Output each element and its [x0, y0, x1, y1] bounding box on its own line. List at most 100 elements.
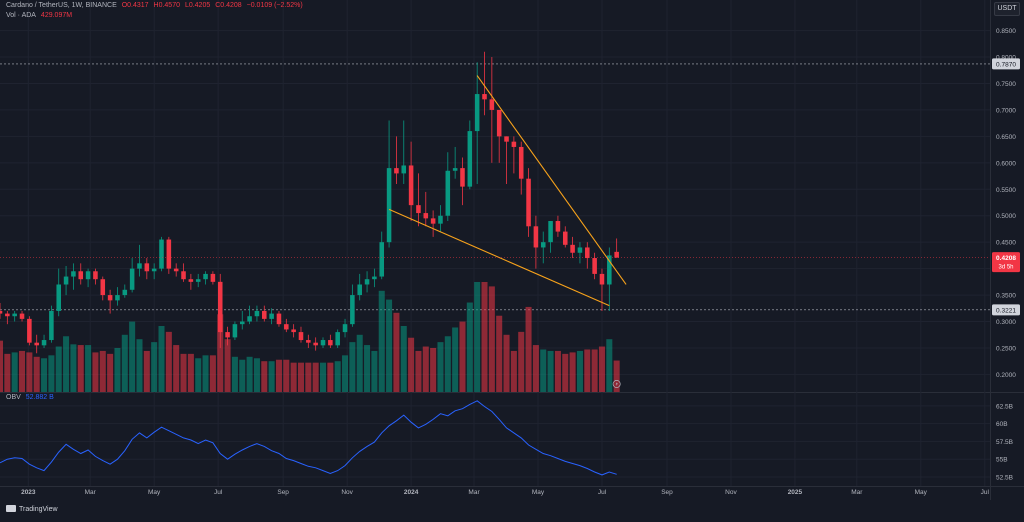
candle-body [320, 340, 326, 346]
volume-bar [415, 350, 422, 392]
volume-bar [540, 349, 547, 392]
volume-bar [77, 345, 84, 392]
candle-body [372, 276, 377, 280]
volume-bar [275, 359, 282, 392]
currency-button[interactable]: USDT [994, 2, 1020, 16]
volume-bar [85, 345, 92, 392]
volume-bar [452, 327, 459, 392]
candle-body [511, 141, 517, 147]
volume-bar [143, 350, 150, 392]
resistance-price-label: 0.7870 [996, 61, 1016, 68]
candle-body [570, 244, 575, 253]
candle-body [416, 205, 421, 214]
volume-bar [606, 339, 613, 392]
symbol-title[interactable]: Cardano / TetherUS, 1W, BINANCE [6, 2, 117, 9]
volume-bar [129, 321, 136, 392]
candle-body [408, 165, 414, 206]
volume-bar [386, 299, 393, 392]
candle-body [93, 271, 98, 280]
candle-body [262, 310, 267, 319]
candle-body [107, 295, 113, 301]
lightning-icon [612, 380, 621, 388]
volume-label[interactable]: Vol · ADA [6, 12, 36, 19]
volume-bar [327, 362, 334, 392]
volume-bar [459, 321, 466, 392]
volume-bar [349, 342, 356, 392]
volume-bar [518, 331, 525, 392]
volume-bar [195, 358, 202, 392]
candle-body [181, 271, 186, 280]
candle-body [85, 271, 91, 280]
price-tick-label: 0.2000 [996, 372, 1016, 379]
volume-bar [356, 334, 363, 392]
volume-bar [217, 314, 224, 392]
volume-bar [19, 350, 26, 392]
time-tick-label: Mar [851, 489, 863, 496]
volume-bar [114, 348, 121, 392]
volume-bar [173, 345, 180, 392]
volume-bar [253, 358, 260, 392]
candle-body [518, 146, 524, 179]
candle-body [203, 273, 208, 280]
obv-tick-label: 62.5B [996, 403, 1013, 410]
time-tick-label: May [532, 489, 545, 496]
time-tick-label: Nov [341, 489, 353, 496]
volume-bar [187, 353, 194, 392]
volume-bar [408, 337, 415, 392]
volume-bar [121, 334, 128, 392]
candle-body [555, 221, 561, 232]
volume-bar [11, 352, 18, 392]
candle-body [247, 316, 252, 322]
candle-body [225, 332, 230, 338]
support-price-label: 0.3221 [996, 307, 1016, 314]
volume-value: 429.097M [40, 12, 73, 19]
candle-body [276, 313, 282, 325]
obv-tick-label: 57.5B [996, 439, 1013, 446]
tradingview-logo-icon [6, 505, 16, 512]
volume-bar [547, 350, 554, 392]
candle-body [533, 226, 539, 248]
candle-body [173, 268, 179, 272]
candle-body [41, 340, 47, 346]
resistance-price-label-box [992, 58, 1020, 70]
candle-body [460, 168, 465, 187]
candle-body [401, 165, 407, 174]
volume-bar [562, 353, 569, 392]
price-tick-label: 0.8000 [996, 55, 1016, 62]
time-tick-label: Sep [661, 489, 673, 496]
candle-body [585, 247, 590, 259]
candle-body [5, 313, 10, 317]
volume-bar [268, 361, 275, 392]
volume-bar [41, 358, 48, 392]
candle-body [195, 279, 201, 282]
volume-bar [371, 350, 378, 392]
candle-body [548, 221, 553, 243]
volume-bar [488, 286, 495, 392]
tradingview-logo[interactable]: TradingView [6, 505, 58, 513]
volume-bar [305, 362, 312, 392]
open-value: O0.4317 [121, 2, 149, 9]
candle-body [232, 324, 238, 338]
volume-bar [503, 334, 510, 392]
time-tick-label: May [148, 489, 161, 496]
volume-bar [26, 352, 33, 392]
obv-label[interactable]: OBV [6, 394, 21, 401]
time-tick-label: Mar [85, 489, 97, 496]
volume-bar [422, 346, 429, 392]
volume-bar [342, 355, 349, 392]
time-tick-label: Jul [598, 489, 607, 496]
candle-body [350, 295, 355, 325]
volume-bar [246, 356, 253, 392]
close-value: C0.4208 [215, 2, 242, 9]
candle-body [100, 279, 106, 296]
candle-body [607, 255, 612, 285]
volume-bar [481, 282, 488, 392]
volume-bar [430, 348, 437, 392]
volume-bar [312, 362, 319, 392]
volume-bar [224, 339, 231, 392]
candle-body [474, 94, 480, 132]
candle-body [166, 239, 172, 269]
